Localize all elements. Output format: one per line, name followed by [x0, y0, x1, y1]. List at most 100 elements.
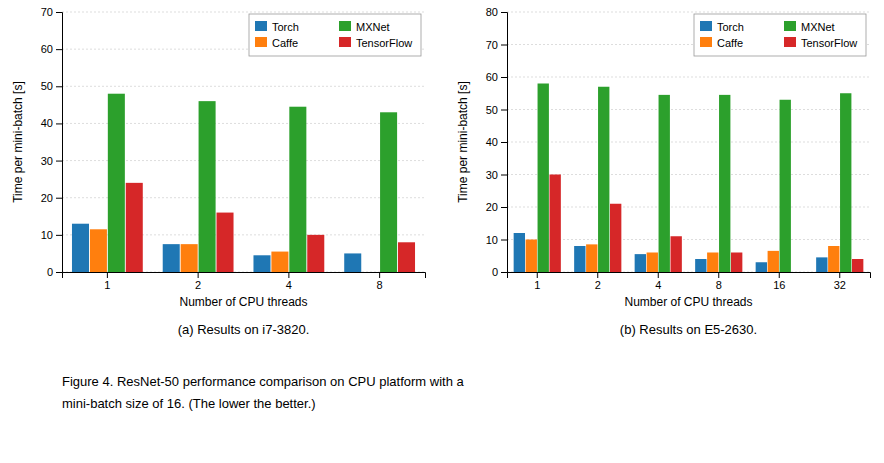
x-axis-line [63, 273, 426, 279]
bar [271, 252, 288, 272]
grid-line [507, 207, 870, 208]
bar [362, 272, 379, 273]
bars [72, 94, 415, 272]
bar [253, 255, 270, 272]
legend-label: TensorFlow [356, 37, 412, 49]
y-tick: 80 [486, 6, 507, 18]
y-tick-mark [56, 272, 62, 273]
y-axis: 0 10 20 30 40 50 60 70 [41, 6, 63, 278]
x-tick-label: 4 [655, 279, 661, 291]
y-tick: 30 [41, 155, 62, 167]
bar [780, 100, 791, 272]
y-tick-mark [501, 272, 507, 273]
grid-line [507, 142, 870, 143]
legend-entry: MXNet [339, 21, 390, 33]
y-tick-label: 10 [41, 229, 53, 241]
x-tick: 4 [655, 272, 661, 291]
y-tick: 20 [41, 192, 62, 204]
legend-swatch [700, 37, 712, 47]
bars [514, 84, 864, 273]
y-tick-mark [501, 240, 507, 241]
x-tick-label: 8 [716, 279, 722, 291]
bar [852, 259, 863, 272]
y-tick-mark [501, 207, 507, 208]
x-axis-title: Number of CPU threads [179, 295, 307, 309]
x-axis: 1248 [63, 272, 426, 291]
y-tick-label: 10 [486, 234, 498, 246]
y-tick-mark [56, 12, 62, 13]
bar [398, 242, 415, 272]
x-tick: 1 [534, 272, 540, 291]
bar [828, 246, 839, 272]
bar [216, 213, 233, 272]
x-tick-label: 8 [377, 279, 383, 291]
y-tick-mark [56, 123, 62, 124]
grid-line [507, 174, 870, 175]
legend-label: Caffe [272, 37, 298, 49]
y-tick-label: 0 [47, 266, 53, 278]
y-tick-label: 0 [492, 266, 498, 278]
y-tick-label: 60 [41, 43, 53, 55]
x-tick: 32 [834, 272, 846, 291]
x-tick-mark [107, 272, 108, 278]
bar [719, 95, 730, 272]
x-tick-label: 2 [195, 279, 201, 291]
chart-canvas: 0102030405060701248Number of CPU threads… [0, 0, 884, 463]
y-tick-mark [56, 86, 62, 87]
legend-label: MXNet [356, 21, 390, 33]
y-tick: 30 [486, 169, 507, 181]
y-tick: 0 [492, 266, 507, 278]
x-tick: 16 [773, 272, 785, 291]
x-tick-mark [718, 272, 719, 278]
legend-entry: Caffe [255, 37, 298, 49]
y-tick: 70 [486, 39, 507, 51]
y-tick: 40 [41, 117, 62, 129]
y-tick: 10 [486, 234, 507, 246]
y-tick-label: 80 [486, 6, 498, 18]
grid [507, 12, 870, 272]
legend-label: Caffe [717, 37, 743, 49]
bar [108, 94, 125, 272]
y-tick-label: 50 [41, 80, 53, 92]
bar [344, 253, 361, 272]
legend-entry: Caffe [700, 37, 743, 49]
bar [574, 246, 585, 272]
legend-swatch [700, 21, 712, 31]
x-tick-mark [658, 272, 659, 278]
x-axis-line [508, 273, 871, 279]
legend-entry: Torch [700, 21, 744, 33]
x-tick-label: 1 [534, 279, 540, 291]
legend-swatch [784, 37, 796, 47]
y-tick: 20 [486, 201, 507, 213]
legend-label: MXNet [801, 21, 835, 33]
legend-entry: Torch [255, 21, 299, 33]
y-tick-label: 30 [41, 155, 53, 167]
legend: TorchCaffeMXNetTensorFlow [694, 14, 866, 56]
bar [90, 229, 107, 272]
bar [181, 244, 198, 272]
legend-label: Torch [717, 21, 744, 33]
y-tick: 10 [41, 229, 62, 241]
x-tick: 1 [104, 272, 110, 291]
y-tick-mark [56, 161, 62, 162]
x-tick-mark [597, 272, 598, 278]
caption-line: mini-batch size of 16. (The lower the be… [62, 396, 316, 411]
bar [731, 253, 742, 273]
grid-line [507, 109, 870, 110]
y-tick-label: 40 [41, 117, 53, 129]
x-tick-label: 1 [104, 279, 110, 291]
bar [586, 244, 597, 272]
y-tick-label: 70 [486, 39, 498, 51]
legend-swatch [784, 21, 796, 31]
y-tick-mark [501, 45, 507, 46]
bar [163, 244, 180, 272]
y-tick-mark [56, 235, 62, 236]
x-tick-mark [537, 272, 538, 278]
y-tick-label: 40 [486, 136, 498, 148]
bar [659, 95, 670, 272]
y-tick: 70 [41, 6, 62, 18]
bar [840, 93, 851, 272]
panel: 0102030405060708012481632Number of CPU t… [456, 6, 871, 337]
y-tick-label: 70 [41, 6, 53, 18]
y-tick-label: 30 [486, 169, 498, 181]
